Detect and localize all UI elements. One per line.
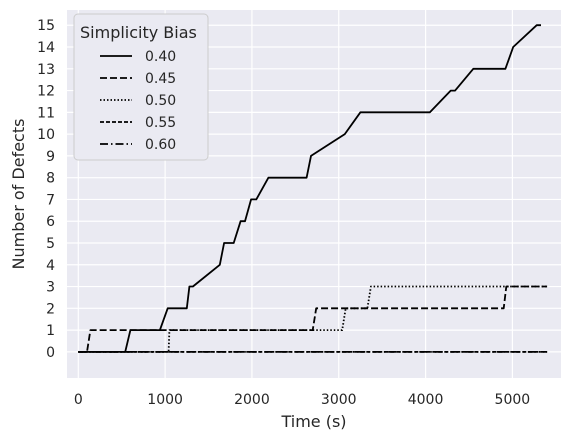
legend-label: 0.45 — [145, 71, 176, 87]
legend-label: 0.40 — [145, 49, 176, 65]
x-axis-label: Time (s) — [280, 412, 346, 431]
y-tick-label: 15 — [37, 18, 55, 34]
series-line-0.40 — [78, 24, 541, 353]
y-tick-label: 4 — [46, 258, 55, 274]
legend-box — [73, 13, 209, 161]
y-tick-label: 2 — [46, 301, 55, 317]
series-line-0.50 — [78, 285, 548, 353]
x-tick-label: 4000 — [408, 392, 444, 408]
series-line-0.45 — [78, 285, 548, 353]
y-tick-label: 0 — [46, 345, 55, 361]
y-tick-label: 11 — [37, 105, 55, 121]
legend-label: 0.55 — [145, 115, 176, 131]
y-tick-label: 12 — [37, 84, 55, 100]
y-tick-label: 13 — [37, 62, 55, 78]
legend: Simplicity Bias 0.40 0.45 0.50 0.55 0.60 — [73, 13, 209, 161]
y-tick-label: 14 — [37, 40, 55, 56]
x-tick-label: 3000 — [321, 392, 357, 408]
y-tick-label: 7 — [46, 192, 55, 208]
y-tick-label: 1 — [46, 323, 55, 339]
y-tick-label: 10 — [37, 127, 55, 143]
y-axis-label: Number of Defects — [9, 119, 28, 270]
x-tick-labels: 0 1000 2000 3000 4000 5000 — [74, 392, 530, 408]
legend-title: Simplicity Bias — [80, 23, 197, 42]
legend-label: 0.60 — [145, 137, 176, 153]
x-tick-label: 5000 — [495, 392, 531, 408]
x-tick-label: 2000 — [234, 392, 270, 408]
legend-entries: 0.40 0.45 0.50 0.55 0.60 — [100, 49, 176, 153]
x-tick-label: 0 — [74, 392, 83, 408]
y-tick-label: 9 — [46, 149, 55, 165]
y-tick-label: 6 — [46, 214, 55, 230]
series-lines — [78, 24, 548, 353]
y-tick-label: 5 — [46, 236, 55, 252]
y-tick-label: 8 — [46, 171, 55, 187]
y-tick-label: 3 — [46, 280, 55, 296]
legend-label: 0.50 — [145, 93, 176, 109]
x-tick-label: 1000 — [147, 392, 183, 408]
